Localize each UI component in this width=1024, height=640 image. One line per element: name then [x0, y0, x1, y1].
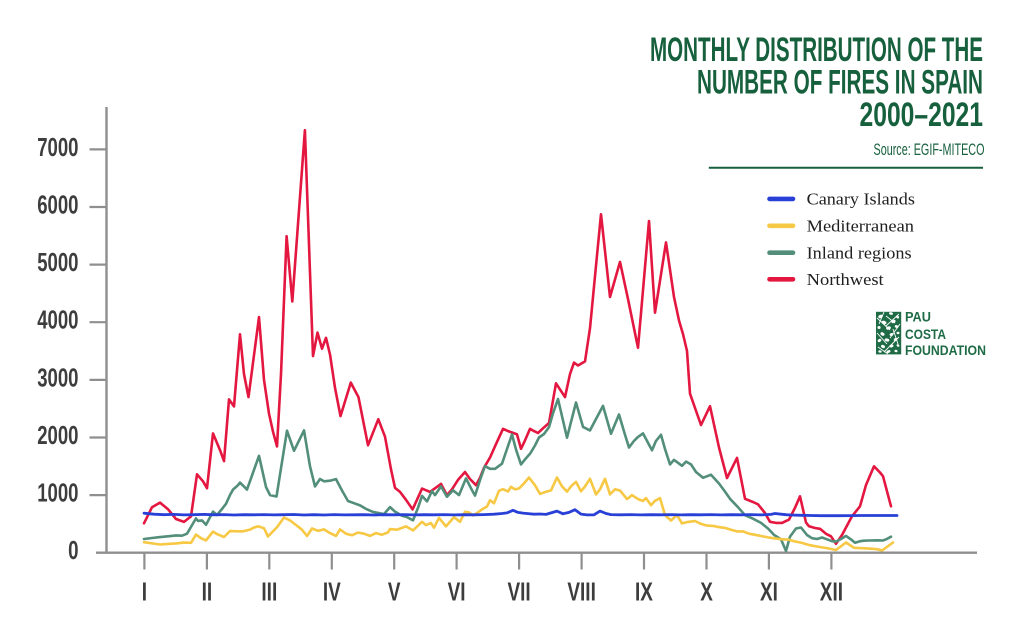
svg-text:COSTA: COSTA	[905, 327, 946, 342]
svg-text:IX: IX	[635, 579, 653, 607]
svg-text:5000: 5000	[37, 249, 78, 277]
svg-text:2000: 2000	[37, 422, 78, 450]
svg-text:FOUNDATION: FOUNDATION	[905, 343, 986, 358]
svg-text:4000: 4000	[37, 307, 78, 335]
svg-text:XI: XI	[760, 579, 778, 607]
svg-text:3000: 3000	[37, 364, 78, 392]
svg-text:VI: VI	[448, 579, 466, 607]
svg-text:I: I	[142, 579, 147, 607]
svg-text:2000–2021: 2000–2021	[860, 96, 984, 134]
svg-text:PAU: PAU	[905, 309, 931, 324]
svg-text:Northwest: Northwest	[807, 270, 885, 289]
svg-text:MONTHLY DISTRIBUTION OF THE: MONTHLY DISTRIBUTION OF THE	[650, 31, 983, 69]
svg-text:Canary Islands: Canary Islands	[807, 190, 915, 209]
svg-text:VII: VII	[508, 579, 531, 607]
svg-text:1000: 1000	[37, 480, 78, 508]
svg-text:XII: XII	[820, 579, 843, 607]
svg-text:Mediterranean: Mediterranean	[807, 216, 914, 235]
svg-text:0: 0	[68, 537, 78, 565]
svg-text:X: X	[700, 579, 713, 607]
svg-text:Source: EGIF-MITECO: Source: EGIF-MITECO	[874, 140, 985, 159]
svg-text:V: V	[388, 579, 401, 607]
svg-text:Inland regions: Inland regions	[807, 243, 912, 262]
svg-text:NUMBER OF FIRES IN SPAIN: NUMBER OF FIRES IN SPAIN	[697, 64, 983, 102]
svg-text:II: II	[202, 579, 213, 607]
svg-text:VIII: VIII	[567, 579, 596, 607]
svg-text:7000: 7000	[37, 134, 78, 162]
svg-text:IV: IV	[323, 579, 341, 607]
svg-text:6000: 6000	[37, 192, 78, 220]
svg-text:III: III	[261, 579, 277, 607]
